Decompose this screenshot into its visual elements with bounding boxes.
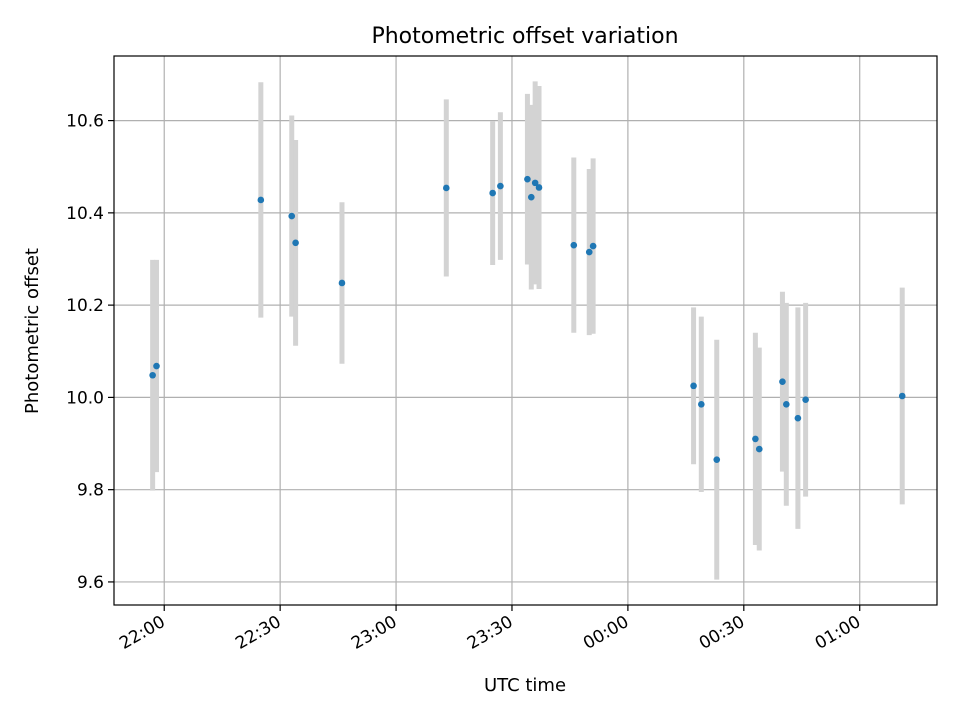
data-point: [442, 184, 450, 192]
data-point: [690, 382, 697, 390]
data-point: [531, 179, 539, 187]
data-point: [153, 362, 160, 370]
data-point: [755, 445, 763, 453]
data-point: [527, 193, 535, 201]
y-tick-label: 10.2: [66, 296, 104, 316]
y-axis-label: Photometric offset: [22, 248, 43, 414]
chart-title: Photometric offset variation: [371, 24, 678, 49]
data-point: [535, 184, 543, 191]
data-point: [713, 456, 721, 463]
x-axis-label: UTC time: [484, 675, 566, 696]
data-point: [585, 248, 593, 256]
y-tick-label: 9.6: [77, 573, 104, 593]
data-point: [497, 182, 504, 190]
data-point: [752, 435, 759, 443]
data-point: [489, 189, 496, 197]
data-point: [292, 239, 299, 247]
data-point: [288, 212, 296, 220]
data-point: [257, 196, 265, 204]
data-point: [794, 414, 802, 422]
data-point: [570, 241, 578, 249]
data-point: [524, 175, 531, 183]
y-tick-label: 10.4: [66, 204, 104, 224]
data-point: [338, 279, 346, 287]
y-tick-label: 10.6: [66, 112, 104, 132]
data-point: [783, 401, 790, 408]
data-points: [149, 175, 906, 463]
y-tick-label: 9.8: [77, 481, 104, 501]
plot-frame: [113, 55, 938, 606]
data-point: [898, 392, 906, 400]
data-point: [698, 401, 705, 408]
data-point: [802, 396, 809, 404]
y-tick-label: 10.0: [66, 388, 104, 408]
data-point: [779, 378, 786, 386]
y-axis: 9.6 9.8 10.0 10.2 10.4 10.6: [66, 112, 114, 593]
data-point: [149, 371, 156, 379]
data-point: [589, 242, 597, 250]
